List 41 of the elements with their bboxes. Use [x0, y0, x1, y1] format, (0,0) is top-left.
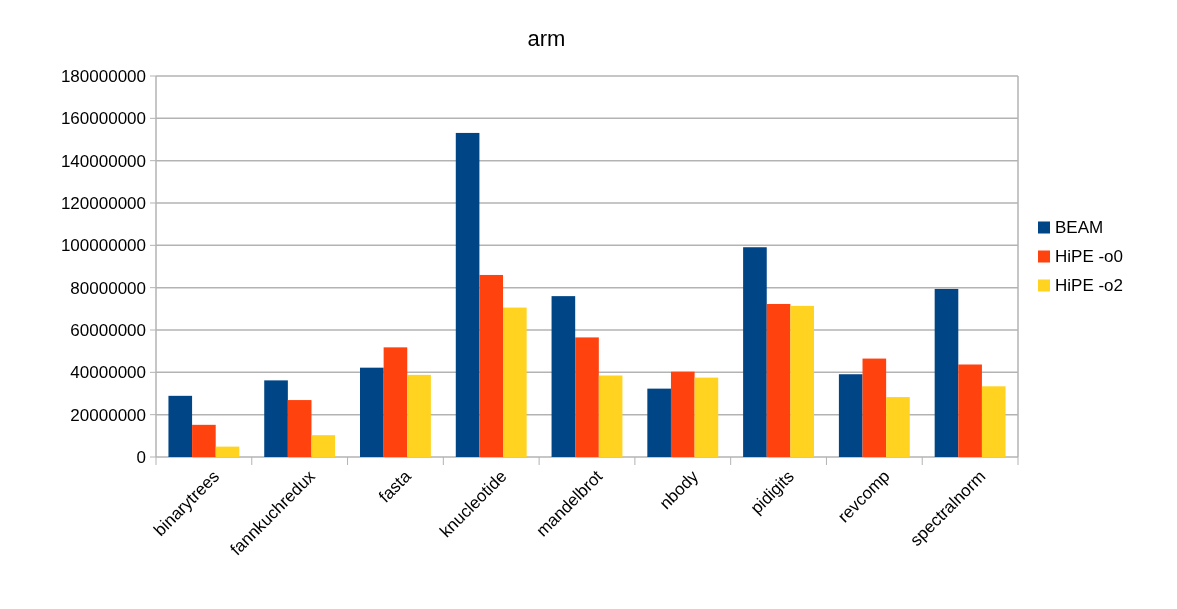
- bar: [551, 296, 576, 457]
- bar: [981, 386, 1006, 457]
- bar: [287, 400, 312, 457]
- y-tick-label: 0: [136, 447, 146, 467]
- bar: [862, 358, 887, 457]
- y-tick-label: 180000000: [60, 66, 146, 86]
- bar: [790, 305, 814, 457]
- y-tick-label: 120000000: [60, 193, 146, 213]
- bar: [743, 247, 767, 457]
- bar: [407, 374, 431, 457]
- legend-label: HiPE -o0: [1055, 247, 1124, 267]
- y-tick-label: 100000000: [60, 236, 146, 256]
- bar: [766, 303, 791, 457]
- bar: [479, 274, 504, 457]
- y-tick-label: 140000000: [60, 151, 146, 171]
- bar: [670, 371, 695, 457]
- y-tick-label: 80000000: [70, 278, 146, 298]
- bar: [886, 397, 910, 457]
- y-tick-label: 160000000: [60, 109, 146, 129]
- bar: [383, 347, 408, 457]
- bar: [575, 337, 599, 457]
- chart-title: arm: [527, 26, 566, 51]
- bar: [598, 375, 623, 457]
- bar: [215, 446, 240, 457]
- legend-label: BEAM: [1055, 218, 1104, 238]
- bar: [838, 374, 863, 457]
- y-tick-label: 60000000: [70, 320, 146, 340]
- bar: [192, 424, 216, 457]
- bar: [647, 388, 671, 457]
- bar: [455, 132, 480, 457]
- bar: [360, 367, 384, 457]
- bar: [934, 288, 959, 457]
- y-tick-label: 20000000: [70, 405, 146, 425]
- bar: [958, 364, 982, 457]
- bar: [694, 377, 719, 457]
- bar: [503, 307, 527, 457]
- bar: [168, 395, 193, 457]
- bar: [311, 435, 336, 457]
- legend-label: HiPE -o2: [1055, 276, 1124, 296]
- bar: [264, 380, 288, 457]
- y-tick-label: 40000000: [70, 363, 146, 383]
